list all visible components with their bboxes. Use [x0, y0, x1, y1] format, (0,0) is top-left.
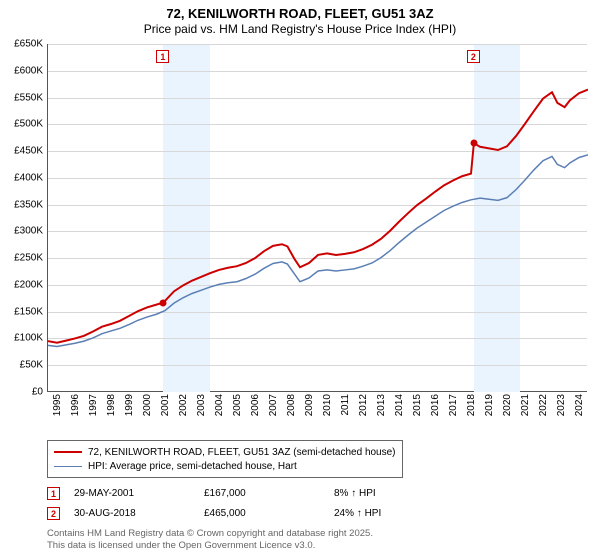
y-axis-label: £50K: [20, 360, 43, 371]
x-axis-label: 2003: [196, 394, 207, 416]
x-axis-label: 2009: [304, 394, 315, 416]
transaction-row: 1 29-MAY-2001£167,0008% ↑ HPI: [47, 483, 464, 503]
title-line-2: Price paid vs. HM Land Registry's House …: [0, 22, 600, 36]
x-axis-label: 1995: [52, 394, 63, 416]
x-axis-label: 2019: [484, 394, 495, 416]
x-axis-label: 2024: [574, 394, 585, 416]
x-axis-label: 2010: [322, 394, 333, 416]
series-price_paid: [48, 90, 588, 343]
transaction-date: 29-MAY-2001: [74, 488, 204, 499]
x-axis-label: 2008: [286, 394, 297, 416]
legend-swatch: [54, 466, 82, 467]
x-axis-label: 2023: [556, 394, 567, 416]
x-axis-label: 1997: [88, 394, 99, 416]
transaction-delta: 8% ↑ HPI: [334, 488, 464, 499]
footer-line-2: This data is licensed under the Open Gov…: [47, 540, 373, 552]
transaction-date: 30-AUG-2018: [74, 508, 204, 519]
transaction-marker: 2: [47, 507, 60, 520]
legend-item: HPI: Average price, semi-detached house,…: [54, 459, 396, 473]
transaction-row: 2 30-AUG-2018£465,00024% ↑ HPI: [47, 503, 464, 523]
x-axis-label: 2017: [448, 394, 459, 416]
y-axis-label: £600K: [14, 65, 43, 76]
y-axis-label: £500K: [14, 119, 43, 130]
y-axis-label: £0: [32, 387, 43, 398]
x-axis-label: 2007: [268, 394, 279, 416]
transactions-table: 1 29-MAY-2001£167,0008% ↑ HPI 2 30-AUG-2018…: [47, 483, 464, 523]
marker-dot-1: [160, 299, 167, 306]
title-line-1: 72, KENILWORTH ROAD, FLEET, GU51 3AZ: [0, 6, 600, 21]
series-hpi: [48, 155, 588, 347]
y-axis-label: £450K: [14, 146, 43, 157]
marker-1: 1: [156, 50, 169, 63]
x-axis-label: 2005: [232, 394, 243, 416]
x-axis-label: 2012: [358, 394, 369, 416]
x-axis-label: 2021: [520, 394, 531, 416]
transaction-price: £465,000: [204, 508, 334, 519]
y-axis-label: £300K: [14, 226, 43, 237]
x-axis-label: 2014: [394, 394, 405, 416]
y-axis-label: £200K: [14, 279, 43, 290]
y-axis-label: £400K: [14, 172, 43, 183]
x-axis-label: 1996: [70, 394, 81, 416]
x-axis-label: 2020: [502, 394, 513, 416]
y-axis-label: £100K: [14, 333, 43, 344]
y-axis-label: £650K: [14, 39, 43, 50]
line-layer: [48, 44, 588, 392]
legend-label: 72, KENILWORTH ROAD, FLEET, GU51 3AZ (se…: [88, 447, 396, 458]
x-axis-label: 2002: [178, 394, 189, 416]
x-axis-label: 2018: [466, 394, 477, 416]
y-axis-label: £350K: [14, 199, 43, 210]
x-axis-label: 2000: [142, 394, 153, 416]
chart-area: £0£50K£100K£150K£200K£250K£300K£350K£400…: [47, 44, 587, 414]
marker-2: 2: [467, 50, 480, 63]
plot-area: £0£50K£100K£150K£200K£250K£300K£350K£400…: [47, 44, 587, 392]
transaction-marker: 1: [47, 487, 60, 500]
legend-item: 72, KENILWORTH ROAD, FLEET, GU51 3AZ (se…: [54, 445, 396, 459]
x-axis-label: 1998: [106, 394, 117, 416]
footer-line-1: Contains HM Land Registry data © Crown c…: [47, 528, 373, 540]
y-axis-label: £150K: [14, 306, 43, 317]
x-axis-label: 2022: [538, 394, 549, 416]
legend-swatch: [54, 451, 82, 453]
x-axis-label: 1999: [124, 394, 135, 416]
x-axis-label: 2011: [340, 394, 351, 416]
footer-attribution: Contains HM Land Registry data © Crown c…: [47, 528, 373, 552]
x-axis-label: 2013: [376, 394, 387, 416]
marker-dot-2: [470, 140, 477, 147]
legend-label: HPI: Average price, semi-detached house,…: [88, 461, 297, 472]
y-axis-label: £550K: [14, 92, 43, 103]
legend: 72, KENILWORTH ROAD, FLEET, GU51 3AZ (se…: [47, 440, 403, 478]
y-axis-label: £250K: [14, 253, 43, 264]
x-axis-label: 2001: [160, 394, 171, 416]
x-axis-label: 2004: [214, 394, 225, 416]
transaction-delta: 24% ↑ HPI: [334, 508, 464, 519]
x-axis-label: 2016: [430, 394, 441, 416]
transaction-price: £167,000: [204, 488, 334, 499]
chart-title: 72, KENILWORTH ROAD, FLEET, GU51 3AZ Pri…: [0, 0, 600, 40]
x-axis-label: 2015: [412, 394, 423, 416]
x-axis-label: 2006: [250, 394, 261, 416]
